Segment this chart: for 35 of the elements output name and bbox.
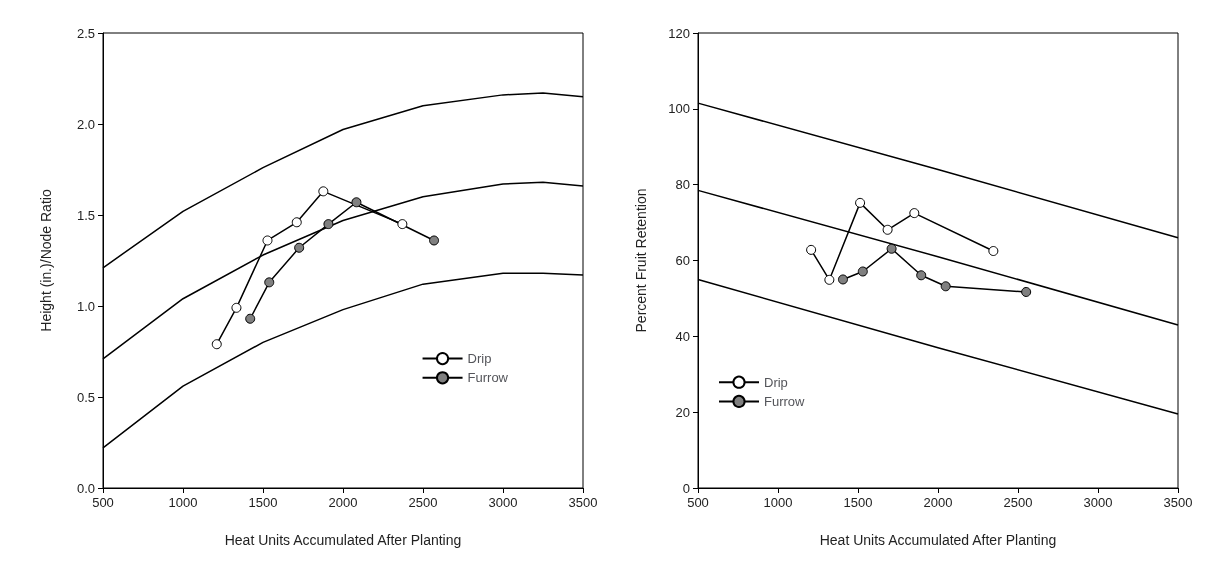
x-tick-label: 3000: [1083, 495, 1113, 510]
y-tick-label: 100: [668, 101, 690, 117]
legend-label: Furrow: [764, 393, 806, 409]
y-axis-title: Percent Fruit Retention: [633, 188, 649, 333]
y-tick-label: 1.5: [76, 207, 95, 223]
x-tick-label: 2000: [923, 495, 953, 510]
y-tick-label: 80: [675, 177, 690, 193]
x-axis-title: Heat Units Accumulated After Planting: [224, 532, 462, 548]
x-tick-label: 2500: [1003, 495, 1033, 510]
x-tick-label: 3500: [568, 495, 598, 510]
x-tick-label: 2000: [328, 495, 358, 510]
x-tick-label: 3500: [1163, 495, 1193, 510]
y-tick-label: 1.0: [76, 298, 95, 314]
y-tick-label: 20: [675, 404, 690, 420]
y-tick-label: 2.0: [76, 116, 95, 132]
y-tick-label: 40: [675, 328, 690, 344]
y-tick-label: 120: [668, 25, 690, 41]
legend-label: Drip: [467, 351, 492, 367]
y-axis-title: Height (in.)/Node Ratio: [38, 189, 54, 332]
y-tick-label: 60: [675, 253, 690, 268]
x-tick-label: 2500: [408, 495, 438, 510]
y-tick-label: 0: [682, 480, 690, 496]
x-tick-label: 500: [687, 495, 709, 510]
x-tick-label: 1000: [763, 495, 793, 510]
x-tick-label: 1500: [248, 495, 278, 510]
y-tick-label: 0.5: [76, 389, 95, 405]
y-tick-label: 2.5: [76, 25, 95, 41]
x-tick-label: 1000: [168, 495, 198, 510]
y-tick-label: 0.0: [76, 480, 95, 496]
x-tick-label: 3000: [488, 495, 518, 510]
legend-label: Drip: [764, 374, 788, 390]
x-tick-label: 500: [92, 495, 114, 510]
x-tick-label: 1500: [843, 495, 873, 510]
legend-label: Furrow: [467, 370, 509, 386]
x-axis-title: Heat Units Accumulated After Planting: [819, 532, 1057, 548]
